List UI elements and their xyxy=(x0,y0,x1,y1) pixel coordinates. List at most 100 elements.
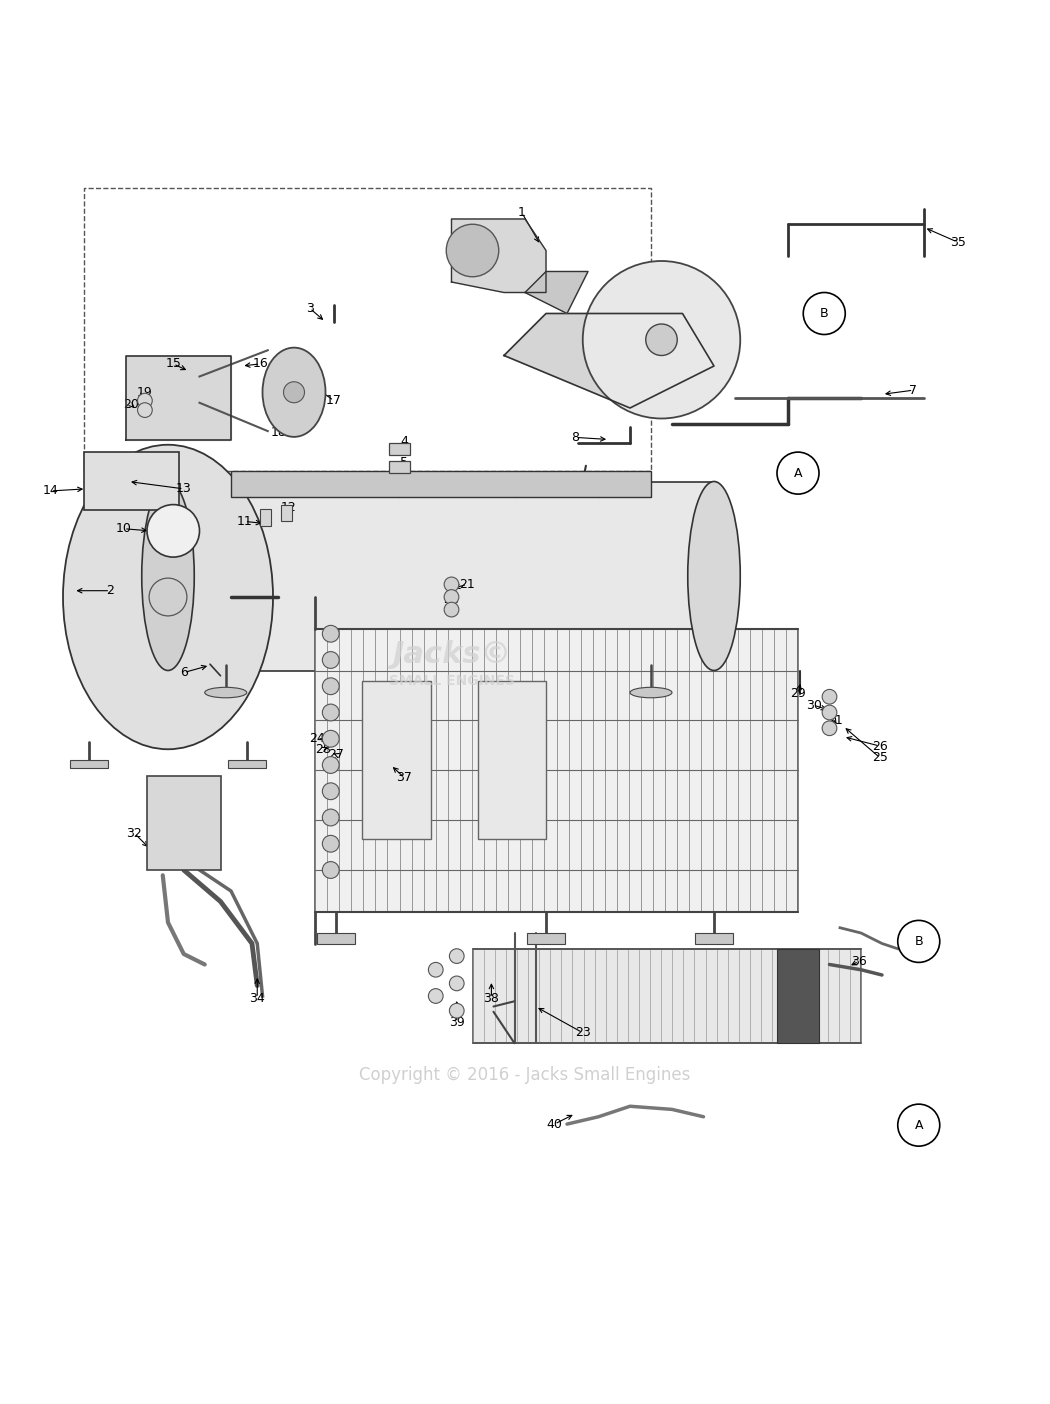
Circle shape xyxy=(822,689,837,703)
Circle shape xyxy=(822,705,837,720)
Circle shape xyxy=(322,703,339,720)
Text: 11: 11 xyxy=(237,515,252,528)
Polygon shape xyxy=(126,355,231,439)
Circle shape xyxy=(138,403,152,417)
Text: 20: 20 xyxy=(123,399,140,411)
Text: 18: 18 xyxy=(270,425,287,438)
Circle shape xyxy=(322,783,339,800)
Bar xyxy=(388,442,410,455)
Bar xyxy=(317,934,355,943)
Circle shape xyxy=(322,625,339,642)
Bar xyxy=(527,934,565,943)
Circle shape xyxy=(822,720,837,736)
Text: 7: 7 xyxy=(909,383,918,397)
Circle shape xyxy=(138,393,152,409)
Polygon shape xyxy=(525,271,588,313)
Text: 6: 6 xyxy=(180,665,188,680)
Ellipse shape xyxy=(142,482,194,671)
Bar xyxy=(228,760,266,768)
Text: 36: 36 xyxy=(850,955,867,967)
Ellipse shape xyxy=(262,348,326,437)
Circle shape xyxy=(446,225,499,277)
Text: 14: 14 xyxy=(42,484,59,497)
Text: 21: 21 xyxy=(460,578,475,591)
Circle shape xyxy=(322,651,339,668)
Text: 16: 16 xyxy=(252,358,269,371)
Circle shape xyxy=(322,835,339,852)
Text: 27: 27 xyxy=(328,748,344,761)
Text: 29: 29 xyxy=(790,687,806,701)
Text: 33: 33 xyxy=(164,827,179,840)
Bar xyxy=(281,504,292,521)
Bar xyxy=(478,681,546,838)
Polygon shape xyxy=(452,219,546,292)
Text: Copyright © 2016 - Jacks Small Engines: Copyright © 2016 - Jacks Small Engines xyxy=(359,1066,691,1084)
Text: Jacks©: Jacks© xyxy=(392,640,511,670)
Circle shape xyxy=(428,962,443,977)
Bar xyxy=(260,508,271,525)
Circle shape xyxy=(449,1004,464,1018)
Text: B: B xyxy=(820,307,828,320)
Bar xyxy=(695,934,733,943)
Circle shape xyxy=(322,730,339,747)
Bar xyxy=(472,949,861,1043)
Circle shape xyxy=(583,261,740,418)
Ellipse shape xyxy=(630,688,672,698)
Bar xyxy=(231,470,651,497)
Text: 37: 37 xyxy=(396,771,413,783)
Text: 40: 40 xyxy=(546,1118,563,1130)
Text: 35: 35 xyxy=(949,236,966,249)
Text: 22: 22 xyxy=(443,592,460,605)
Text: 28: 28 xyxy=(315,743,332,755)
Text: 38: 38 xyxy=(483,991,500,1005)
Text: 19: 19 xyxy=(136,386,153,399)
Circle shape xyxy=(449,976,464,991)
Text: 12: 12 xyxy=(281,501,296,514)
Text: 39: 39 xyxy=(449,1015,464,1029)
Text: SMALL ENGINES: SMALL ENGINES xyxy=(388,674,514,688)
Text: 2: 2 xyxy=(106,584,114,597)
Text: 32: 32 xyxy=(127,827,143,840)
Ellipse shape xyxy=(688,482,740,671)
Circle shape xyxy=(444,602,459,616)
Text: 17: 17 xyxy=(326,395,342,407)
Text: 15: 15 xyxy=(165,358,182,371)
Circle shape xyxy=(147,504,200,557)
Text: 13: 13 xyxy=(176,483,191,496)
Circle shape xyxy=(322,757,339,774)
Text: 23: 23 xyxy=(575,1026,590,1039)
Text: 31: 31 xyxy=(827,715,842,727)
Circle shape xyxy=(449,949,464,963)
Text: A: A xyxy=(794,466,802,480)
Bar xyxy=(168,482,714,671)
Text: 34: 34 xyxy=(250,991,265,1005)
Circle shape xyxy=(646,324,677,355)
Circle shape xyxy=(284,382,304,403)
Circle shape xyxy=(322,862,339,879)
Text: 4: 4 xyxy=(400,435,408,448)
Bar xyxy=(777,949,819,1043)
Text: 3: 3 xyxy=(306,302,314,314)
Text: 5: 5 xyxy=(400,456,408,469)
Text: 10: 10 xyxy=(116,522,132,535)
Bar xyxy=(147,775,220,870)
Text: 1: 1 xyxy=(518,206,526,219)
Bar xyxy=(84,452,178,510)
Text: 25: 25 xyxy=(872,751,888,764)
Text: B: B xyxy=(915,935,923,948)
Ellipse shape xyxy=(205,688,247,698)
Text: 8: 8 xyxy=(571,431,580,444)
Polygon shape xyxy=(504,313,714,409)
Text: 30: 30 xyxy=(805,699,822,712)
Text: 26: 26 xyxy=(872,740,888,753)
Bar xyxy=(315,629,798,913)
Circle shape xyxy=(428,988,443,1004)
Text: A: A xyxy=(915,1119,923,1132)
Circle shape xyxy=(322,809,339,826)
Bar xyxy=(388,461,410,473)
Text: 9: 9 xyxy=(550,473,559,486)
Circle shape xyxy=(444,590,459,604)
Bar xyxy=(362,681,430,838)
Text: 24: 24 xyxy=(309,733,324,746)
Bar xyxy=(70,760,108,768)
